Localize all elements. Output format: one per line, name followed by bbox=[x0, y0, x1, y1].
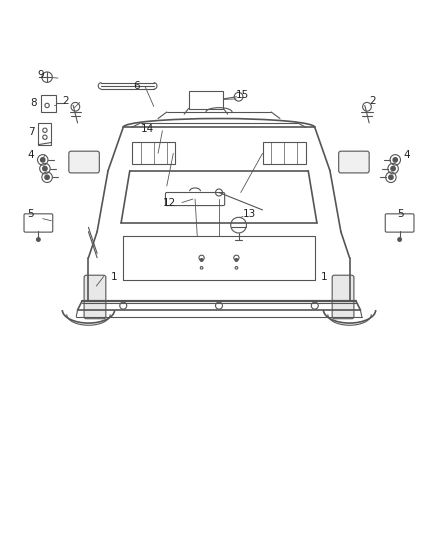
Text: 1: 1 bbox=[321, 271, 328, 281]
Text: 5: 5 bbox=[28, 209, 34, 219]
Text: 4: 4 bbox=[404, 150, 410, 160]
Text: 8: 8 bbox=[31, 98, 37, 108]
FancyBboxPatch shape bbox=[339, 151, 369, 173]
Text: 2: 2 bbox=[63, 96, 69, 106]
FancyBboxPatch shape bbox=[332, 275, 354, 319]
Text: 14: 14 bbox=[141, 124, 154, 134]
FancyBboxPatch shape bbox=[69, 151, 99, 173]
Circle shape bbox=[41, 158, 45, 162]
Circle shape bbox=[45, 175, 49, 180]
Circle shape bbox=[389, 175, 393, 180]
Circle shape bbox=[235, 259, 238, 261]
Text: 9: 9 bbox=[37, 70, 44, 80]
Text: 2: 2 bbox=[369, 96, 375, 106]
Text: 7: 7 bbox=[28, 127, 35, 138]
Circle shape bbox=[393, 158, 397, 162]
Circle shape bbox=[398, 238, 401, 241]
Text: 15: 15 bbox=[237, 90, 250, 100]
Text: 6: 6 bbox=[133, 82, 140, 91]
Text: 5: 5 bbox=[398, 209, 404, 219]
Text: 12: 12 bbox=[162, 198, 176, 208]
Text: 4: 4 bbox=[28, 150, 34, 160]
Circle shape bbox=[43, 166, 47, 171]
Text: 13: 13 bbox=[243, 209, 256, 219]
FancyBboxPatch shape bbox=[84, 275, 106, 319]
Circle shape bbox=[391, 166, 395, 171]
Circle shape bbox=[200, 259, 203, 261]
Circle shape bbox=[37, 238, 40, 241]
Text: 1: 1 bbox=[110, 271, 117, 281]
